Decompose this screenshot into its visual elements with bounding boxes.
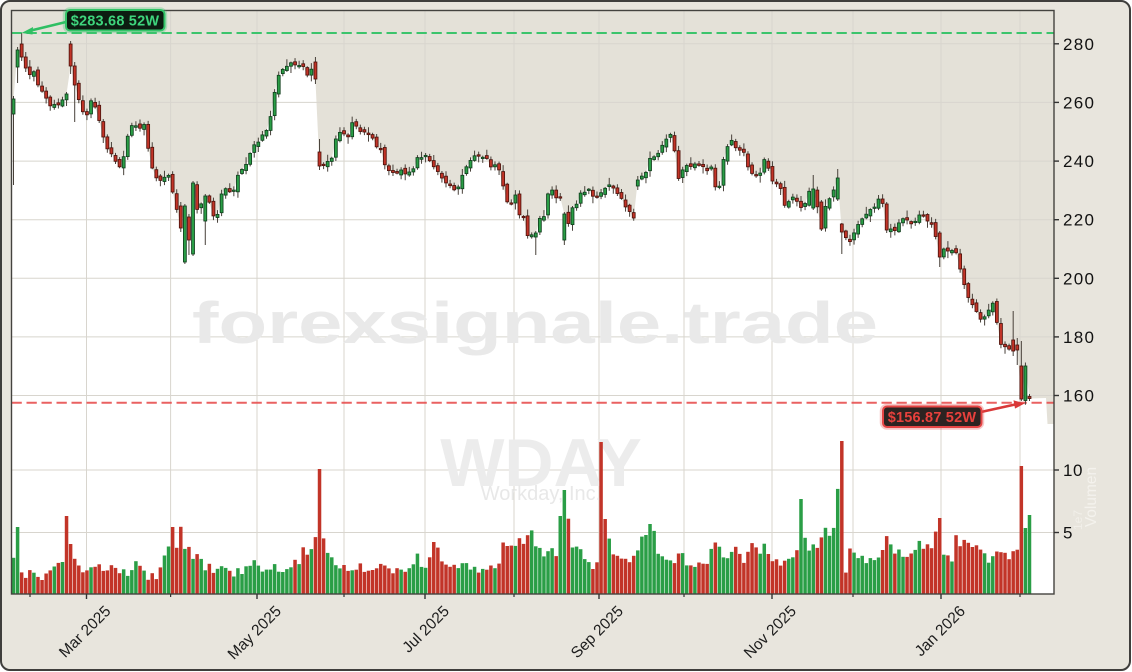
svg-text:$156.87 52W: $156.87 52W: [888, 410, 977, 426]
svg-text:260: 260: [1063, 93, 1095, 112]
svg-text:240: 240: [1063, 152, 1095, 171]
svg-text:Sep 2025: Sep 2025: [568, 603, 627, 662]
svg-text:220: 220: [1063, 211, 1095, 230]
svg-text:280: 280: [1063, 35, 1095, 54]
svg-text:May 2025: May 2025: [225, 603, 285, 663]
svg-text:Mar 2025: Mar 2025: [56, 603, 114, 661]
svg-text:Volumen: Volumen: [1083, 467, 1100, 527]
svg-text:5: 5: [1063, 524, 1073, 543]
svg-text:200: 200: [1063, 269, 1095, 288]
svg-text:1e7: 1e7: [1071, 510, 1085, 530]
svg-text:160: 160: [1063, 387, 1095, 406]
svg-text:10: 10: [1063, 461, 1083, 480]
svg-text:180: 180: [1063, 328, 1095, 347]
svg-text:Workday, Inc.: Workday, Inc.: [481, 483, 601, 505]
svg-text:Jul 2025: Jul 2025: [399, 603, 452, 656]
svg-text:Jan 2026: Jan 2026: [912, 603, 969, 660]
svg-text:$283.68 52W: $283.68 52W: [71, 14, 160, 30]
svg-text:WDAY: WDAY: [440, 425, 642, 501]
svg-text:Nov 2025: Nov 2025: [741, 603, 800, 662]
svg-text:forexsignale.trade: forexsignale.trade: [192, 291, 878, 356]
